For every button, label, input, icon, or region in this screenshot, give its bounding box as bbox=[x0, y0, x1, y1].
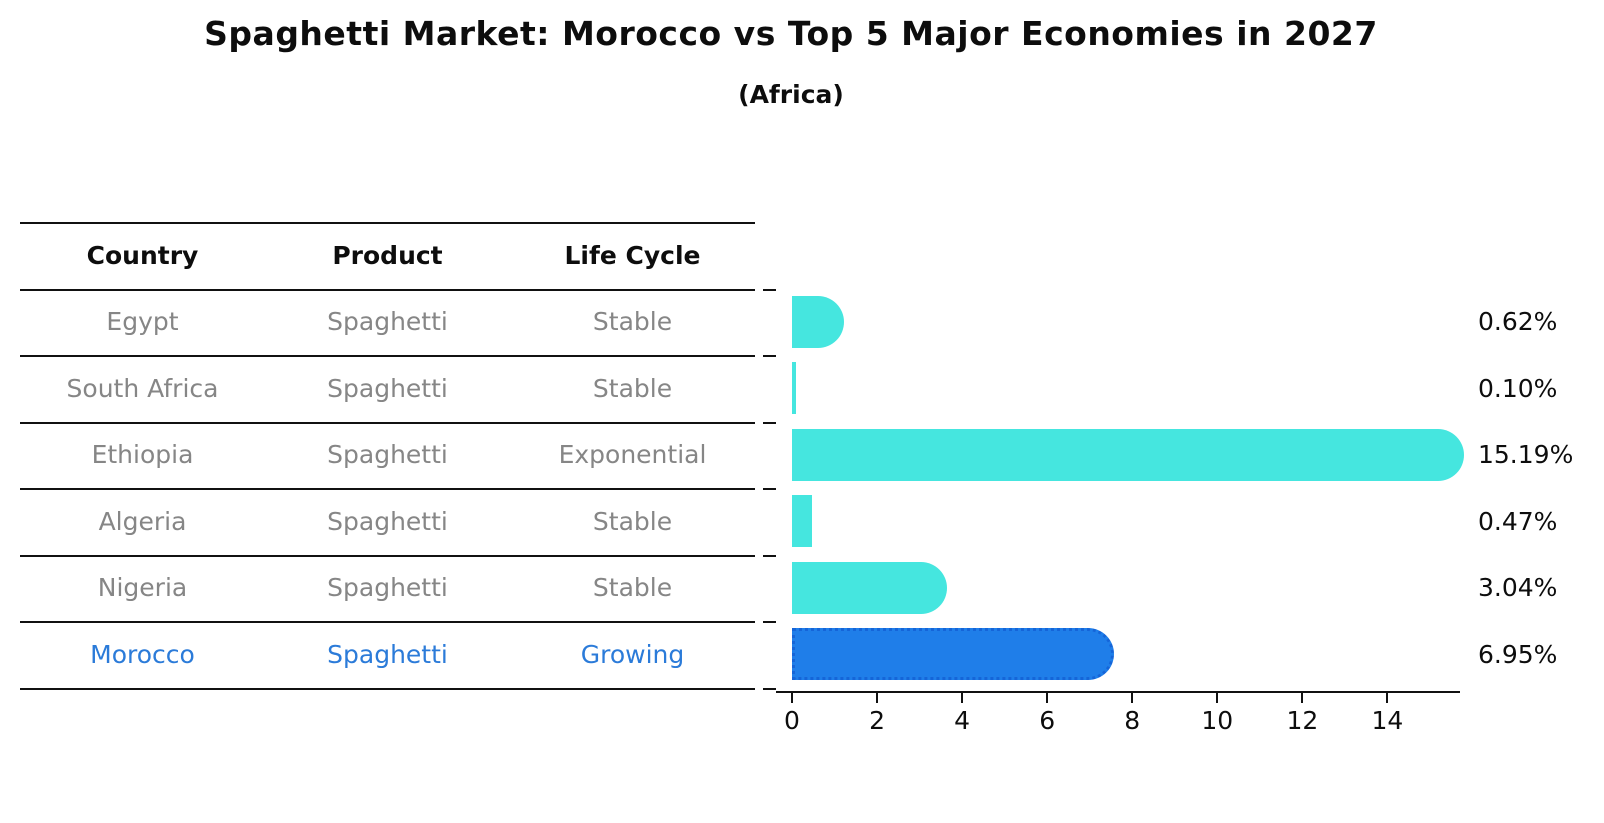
x-axis-tick-label: 2 bbox=[869, 706, 886, 735]
value-label: 0.62% bbox=[1478, 307, 1558, 336]
y-axis-tick bbox=[763, 288, 776, 291]
y-axis-tick bbox=[763, 488, 776, 490]
x-axis-tick-label: 8 bbox=[1124, 706, 1141, 735]
x-axis-tick-label: 10 bbox=[1201, 706, 1234, 735]
x-axis-tick bbox=[1046, 693, 1049, 703]
chart-subtitle: (Africa) bbox=[738, 80, 844, 109]
x-axis-tick bbox=[1216, 693, 1219, 703]
table-cell-product: Spaghetti bbox=[327, 440, 448, 469]
x-axis-tick-label: 14 bbox=[1371, 706, 1404, 735]
x-axis-tick bbox=[1386, 693, 1389, 703]
x-axis-tick bbox=[1301, 693, 1304, 703]
chart-bar-nigeria bbox=[792, 561, 948, 614]
x-axis-tick-label: 6 bbox=[1039, 706, 1056, 735]
table-cell-country: Morocco bbox=[90, 639, 195, 669]
table-cell-country: Nigeria bbox=[97, 573, 188, 602]
header-cell-product: Product bbox=[332, 240, 443, 270]
x-axis-tick-label: 4 bbox=[954, 706, 971, 735]
table-cell-country: South Africa bbox=[66, 373, 219, 403]
table-divider bbox=[20, 621, 755, 623]
table-cell-product: Spaghetti bbox=[327, 307, 448, 336]
x-axis-tick bbox=[961, 693, 964, 703]
table-divider bbox=[20, 288, 755, 291]
chart-title: Spaghetti Market: Morocco vs Top 5 Major… bbox=[204, 14, 1378, 53]
table-cell-life-cycle: Stable bbox=[592, 573, 673, 602]
value-label: 0.10% bbox=[1478, 373, 1558, 403]
chart-bar-egypt bbox=[792, 295, 845, 348]
table-cell-country: Ethiopia bbox=[91, 440, 194, 469]
table-divider bbox=[20, 554, 755, 557]
x-axis-line bbox=[776, 691, 1460, 693]
x-axis-tick bbox=[876, 693, 879, 703]
x-axis-tick bbox=[1131, 693, 1134, 703]
value-label: 6.95% bbox=[1478, 639, 1558, 669]
header-cell-country: Country bbox=[86, 240, 199, 270]
chart-bar-south-africa bbox=[792, 362, 797, 415]
table-divider bbox=[20, 222, 755, 224]
table-cell-product: Spaghetti bbox=[327, 573, 448, 602]
table-cell-life-cycle: Growing bbox=[580, 639, 685, 669]
table-cell-country: Egypt bbox=[106, 307, 179, 336]
table-cell-product: Spaghetti bbox=[327, 373, 448, 403]
y-axis-tick bbox=[763, 355, 776, 357]
y-axis-tick bbox=[763, 554, 776, 557]
x-axis-tick-label: 12 bbox=[1286, 706, 1319, 735]
table-cell-life-cycle: Stable bbox=[592, 506, 673, 536]
table-cell-life-cycle: Stable bbox=[592, 373, 673, 403]
value-label: 15.19% bbox=[1478, 440, 1574, 469]
table-cell-life-cycle: Stable bbox=[592, 307, 673, 336]
table-divider bbox=[20, 488, 755, 490]
chart-bar-algeria bbox=[792, 495, 812, 548]
table-cell-product: Spaghetti bbox=[327, 639, 448, 669]
chart-bar-morocco bbox=[792, 628, 1114, 681]
table-cell-country: Algeria bbox=[98, 506, 187, 536]
value-label: 3.04% bbox=[1478, 573, 1558, 602]
value-label: 0.47% bbox=[1478, 506, 1558, 536]
table-divider bbox=[20, 687, 755, 690]
x-axis-tick-label: 0 bbox=[784, 706, 800, 735]
chart-bar-ethiopia bbox=[792, 428, 1464, 481]
table-cell-life-cycle: Exponential bbox=[558, 440, 707, 469]
header-cell-life-cycle: Life Cycle bbox=[564, 240, 701, 270]
table-divider bbox=[20, 355, 755, 357]
y-axis-tick bbox=[763, 621, 776, 623]
x-axis-tick bbox=[791, 693, 793, 703]
y-axis-tick bbox=[763, 687, 776, 690]
y-axis-tick bbox=[763, 421, 776, 424]
table-cell-product: Spaghetti bbox=[327, 506, 448, 536]
table-divider bbox=[20, 421, 755, 424]
